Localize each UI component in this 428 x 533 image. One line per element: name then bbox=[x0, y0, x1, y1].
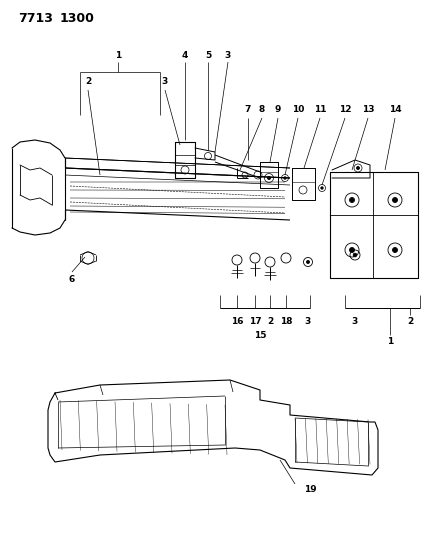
Text: 18: 18 bbox=[280, 318, 292, 327]
Text: 17: 17 bbox=[249, 318, 262, 327]
Text: 14: 14 bbox=[389, 106, 401, 115]
Circle shape bbox=[268, 176, 270, 180]
Text: 4: 4 bbox=[182, 51, 188, 60]
Text: 13: 13 bbox=[362, 106, 374, 115]
Text: 3: 3 bbox=[162, 77, 168, 86]
Text: 7713: 7713 bbox=[18, 12, 53, 25]
Text: 2: 2 bbox=[267, 318, 273, 327]
Text: 2: 2 bbox=[85, 77, 91, 86]
Text: 8: 8 bbox=[259, 106, 265, 115]
Circle shape bbox=[392, 198, 398, 203]
Text: 5: 5 bbox=[205, 51, 211, 60]
Text: 10: 10 bbox=[292, 106, 304, 115]
Circle shape bbox=[353, 253, 357, 257]
Text: 16: 16 bbox=[231, 318, 243, 327]
Text: 7: 7 bbox=[245, 106, 251, 115]
Circle shape bbox=[350, 247, 354, 253]
Text: 9: 9 bbox=[275, 106, 281, 115]
Circle shape bbox=[350, 198, 354, 203]
Text: 2: 2 bbox=[407, 318, 413, 327]
Text: 12: 12 bbox=[339, 106, 351, 115]
Text: 6: 6 bbox=[69, 276, 75, 285]
Text: 1: 1 bbox=[115, 51, 121, 60]
Circle shape bbox=[306, 261, 309, 263]
Text: 3: 3 bbox=[352, 318, 358, 327]
Text: 3: 3 bbox=[225, 51, 231, 60]
Circle shape bbox=[284, 177, 286, 179]
Circle shape bbox=[392, 247, 398, 253]
Text: 3: 3 bbox=[305, 318, 311, 327]
Text: 15: 15 bbox=[254, 330, 266, 340]
Text: 19: 19 bbox=[304, 486, 316, 495]
Text: 1: 1 bbox=[387, 337, 393, 346]
Text: 1300: 1300 bbox=[60, 12, 95, 25]
Circle shape bbox=[357, 166, 360, 169]
Text: 11: 11 bbox=[314, 106, 326, 115]
Circle shape bbox=[321, 187, 323, 189]
